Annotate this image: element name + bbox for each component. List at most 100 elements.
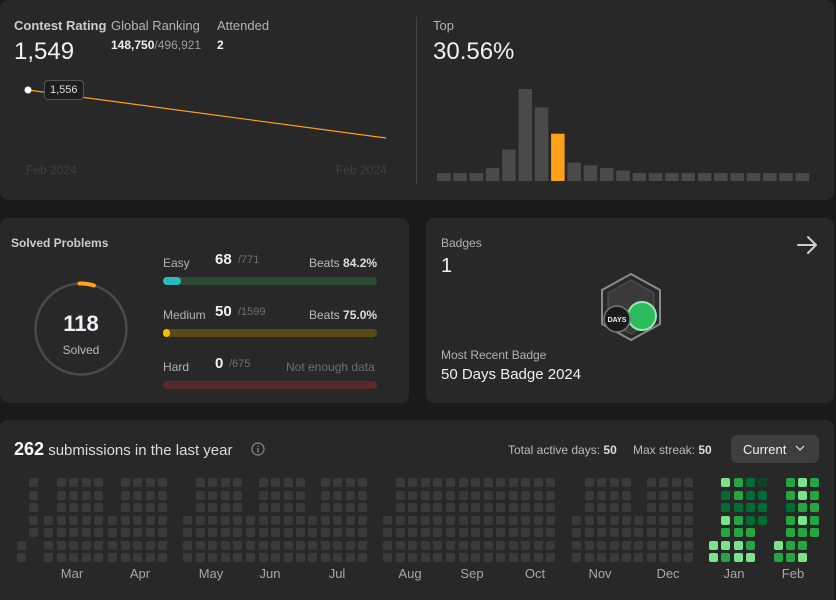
heatmap-cell[interactable] [69, 515, 78, 525]
heatmap-cell[interactable] [810, 528, 819, 537]
heatmap-cell[interactable] [798, 528, 807, 537]
heatmap-cell[interactable] [646, 490, 656, 500]
heatmap-cell[interactable] [508, 553, 518, 562]
heatmap-cell[interactable] [622, 528, 631, 537]
heatmap-cell[interactable] [584, 553, 594, 562]
heatmap-cell[interactable] [133, 478, 142, 487]
heatmap-cell[interactable] [233, 553, 242, 562]
heatmap-cell[interactable] [420, 553, 430, 562]
histogram-bar[interactable] [746, 173, 761, 181]
heatmap-cell[interactable] [345, 478, 355, 487]
heatmap-cell[interactable] [120, 553, 130, 562]
heatmap-cell[interactable] [496, 528, 505, 537]
heatmap-cell[interactable] [483, 515, 493, 525]
heatmap-cell[interactable] [271, 478, 280, 487]
heatmap-cell[interactable] [671, 553, 681, 562]
heatmap-cell[interactable] [446, 515, 455, 525]
heatmap-cell[interactable] [29, 503, 38, 512]
heatmap-cell[interactable] [133, 528, 142, 537]
heatmap-cell[interactable] [44, 515, 53, 525]
heatmap-cell[interactable] [345, 515, 355, 525]
heatmap-cell[interactable] [786, 478, 795, 487]
heatmap-cell[interactable] [659, 515, 668, 525]
heatmap-cell[interactable] [358, 553, 367, 562]
heatmap-cell[interactable] [258, 503, 268, 512]
heatmap-cell[interactable] [433, 515, 442, 525]
heatmap-cell[interactable] [158, 528, 167, 537]
heatmap-cell[interactable] [597, 540, 606, 550]
heatmap-cell[interactable] [546, 528, 555, 537]
heatmap-cell[interactable] [195, 553, 205, 562]
histogram-bar[interactable] [730, 173, 744, 181]
heatmap-cell[interactable] [446, 553, 455, 562]
heatmap-cell[interactable] [208, 540, 217, 550]
heatmap-cell[interactable] [81, 553, 91, 562]
heatmap-cell[interactable] [471, 490, 480, 500]
heatmap-cell[interactable] [94, 515, 103, 525]
heatmap-cell[interactable] [646, 540, 656, 550]
heatmap-cell[interactable] [622, 540, 631, 550]
heatmap-cell[interactable] [320, 553, 330, 562]
heatmap-cell[interactable] [533, 540, 543, 550]
heatmap-cell[interactable] [145, 515, 155, 525]
heatmap-cell[interactable] [684, 528, 693, 537]
heatmap-cell[interactable] [296, 478, 305, 487]
heatmap-cell[interactable] [798, 515, 807, 525]
heatmap-cell[interactable] [133, 515, 142, 525]
heatmap-cell[interactable] [383, 553, 392, 562]
heatmap-cell[interactable] [521, 528, 530, 537]
heatmap-cell[interactable] [133, 490, 142, 500]
heatmap-cell[interactable] [246, 515, 255, 525]
heatmap-cell[interactable] [271, 540, 280, 550]
heatmap-cell[interactable] [533, 515, 543, 525]
heatmap-cell[interactable] [420, 528, 430, 537]
histogram-bar[interactable] [534, 107, 549, 181]
heatmap-cell[interactable] [746, 478, 755, 487]
heatmap-cell[interactable] [158, 540, 167, 550]
heatmap-cell[interactable] [521, 515, 530, 525]
heatmap-cell[interactable] [395, 528, 405, 537]
heatmap-cell[interactable] [183, 540, 192, 550]
heatmap-cell[interactable] [786, 553, 795, 562]
heatmap-cell[interactable] [786, 503, 795, 512]
heatmap-cell[interactable] [195, 515, 205, 525]
heatmap-cell[interactable] [634, 515, 643, 525]
heatmap-cell[interactable] [584, 540, 594, 550]
heatmap-cell[interactable] [659, 528, 668, 537]
heatmap-cell[interactable] [546, 478, 555, 487]
heatmap-cell[interactable] [208, 503, 217, 512]
heatmap-cell[interactable] [533, 528, 543, 537]
heatmap-cell[interactable] [746, 503, 755, 512]
heatmap-cell[interactable] [684, 540, 693, 550]
heatmap-cell[interactable] [721, 515, 730, 525]
heatmap-cell[interactable] [296, 503, 305, 512]
heatmap-cell[interactable] [120, 528, 130, 537]
heatmap-cell[interactable] [408, 540, 417, 550]
heatmap-cell[interactable] [94, 540, 103, 550]
heatmap-cell[interactable] [659, 540, 668, 550]
heatmap-cell[interactable] [395, 490, 405, 500]
heatmap-cell[interactable] [145, 540, 155, 550]
heatmap-cell[interactable] [609, 478, 619, 487]
heatmap-cell[interactable] [233, 490, 242, 500]
heatmap-cell[interactable] [145, 528, 155, 537]
heatmap-cell[interactable] [29, 528, 38, 537]
heatmap-cell[interactable] [183, 528, 192, 537]
heatmap-cell[interactable] [195, 540, 205, 550]
heatmap-cell[interactable] [597, 553, 606, 562]
top-histogram[interactable] [433, 80, 823, 182]
heatmap-cell[interactable] [271, 553, 280, 562]
heatmap-cell[interactable] [246, 553, 255, 562]
heatmap-cell[interactable] [584, 515, 594, 525]
heatmap-cell[interactable] [798, 540, 807, 550]
histogram-bar[interactable] [469, 173, 484, 181]
heatmap-cell[interactable] [29, 515, 38, 525]
heatmap-cell[interactable] [17, 553, 26, 562]
heatmap-cell[interactable] [320, 515, 330, 525]
heatmap-cell[interactable] [17, 540, 26, 550]
heatmap-cell[interactable] [320, 503, 330, 512]
heatmap-cell[interactable] [29, 478, 38, 487]
heatmap-cell[interactable] [671, 503, 681, 512]
heatmap-cell[interactable] [758, 503, 767, 512]
heatmap-cell[interactable] [433, 553, 442, 562]
